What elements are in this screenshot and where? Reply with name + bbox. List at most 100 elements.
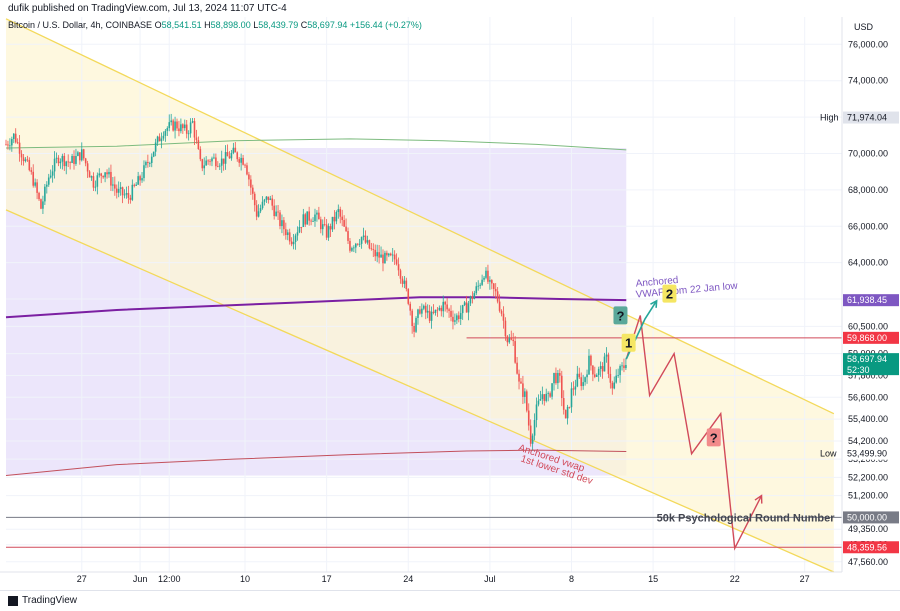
candle-body — [461, 305, 464, 314]
candle-body — [55, 157, 58, 159]
candle-body — [147, 162, 149, 164]
candle-body — [191, 121, 194, 123]
candle-body — [376, 252, 378, 257]
candle-body — [246, 165, 248, 175]
candle-body — [516, 362, 518, 374]
candle-body — [539, 399, 542, 401]
candle-body — [47, 177, 50, 185]
candle-body — [253, 193, 256, 206]
price-tick-label: 74,000.00 — [848, 76, 888, 86]
candle-body — [24, 159, 27, 162]
candle-body — [234, 147, 237, 153]
time-axis[interactable]: 27 Jun 12:00 10 17 24 Jul 8 15 22 27 — [0, 571, 842, 584]
candle-body — [364, 235, 367, 243]
candle-body — [320, 219, 322, 230]
candle-body — [304, 214, 307, 225]
price-badge-bg — [843, 111, 899, 124]
candle-body — [384, 252, 386, 264]
low-value: 58,439.79 — [258, 20, 299, 30]
candle-body — [494, 288, 497, 292]
high-label: H — [204, 20, 211, 30]
symbol-legend[interactable]: Bitcoin / U.S. Dollar, 4h, COINBASE O58,… — [8, 20, 422, 30]
candle-body — [285, 229, 287, 236]
candle-body — [535, 404, 538, 421]
candle-body — [46, 184, 48, 187]
price-axis[interactable]: USD47,560.0048,500.0049,350.0050,000.005… — [820, 17, 900, 572]
candle-body — [149, 163, 151, 164]
price-tick-label: 49,350.00 — [848, 524, 888, 534]
candle-body — [489, 280, 491, 282]
candle-body — [255, 205, 258, 217]
candle-body — [26, 159, 29, 161]
candle-body — [487, 270, 489, 282]
time-tick-label: 27 — [77, 574, 87, 584]
candle-body — [597, 368, 600, 376]
candle-body — [137, 176, 139, 185]
publisher-header: dufik published on TradingView.com, Jul … — [0, 0, 900, 17]
candle-body — [96, 175, 99, 187]
candle-body — [16, 142, 19, 144]
candle-body — [527, 410, 530, 426]
price-badge-text: 71,974.04 — [847, 113, 887, 123]
candle-body — [65, 161, 68, 167]
candle-body — [611, 382, 614, 389]
candle-body — [356, 243, 359, 245]
candle-body — [510, 338, 513, 340]
candle-body — [345, 226, 347, 232]
vwap-upper-stddev-line — [5, 138, 627, 151]
candle-body — [378, 252, 380, 258]
candle-body — [18, 142, 21, 154]
time-tick-label: 12:00 — [158, 574, 181, 584]
candle-body — [135, 184, 137, 186]
candle-body — [481, 279, 483, 285]
candle-body — [512, 339, 514, 342]
candle-body — [38, 192, 40, 200]
candle-body — [553, 372, 555, 384]
candle-body — [251, 187, 254, 194]
candle-body — [386, 252, 388, 256]
candle-body — [407, 289, 410, 304]
candle-body — [525, 391, 528, 411]
channel-fill — [6, 18, 834, 572]
candle-body — [228, 156, 231, 159]
candle-body — [86, 163, 89, 172]
candle-body — [292, 241, 295, 245]
candle-body — [366, 240, 369, 243]
candle-body — [531, 435, 534, 444]
candle-body — [504, 320, 507, 337]
candle-body — [419, 309, 421, 314]
candle-body — [421, 308, 423, 314]
candle-body — [271, 198, 274, 206]
candle-body — [395, 259, 398, 265]
candle-body — [59, 161, 62, 164]
candle-body — [73, 156, 75, 164]
candle-body — [77, 152, 79, 156]
candle-body — [106, 172, 108, 175]
candle-body — [306, 211, 309, 225]
callout-box — [621, 333, 636, 352]
candle-body — [382, 254, 384, 264]
chart-background — [6, 18, 834, 572]
candle-body — [226, 152, 229, 157]
candle-body — [220, 158, 223, 166]
candle-body — [32, 171, 35, 186]
candle-body — [310, 220, 312, 222]
candle-body — [578, 373, 581, 378]
candle-body — [199, 149, 202, 160]
candle-body — [42, 201, 44, 209]
candle-body — [568, 406, 571, 408]
price-badge-bg — [843, 447, 899, 460]
candle-body — [469, 296, 472, 304]
candle-body — [448, 309, 450, 311]
line-price-badge-bg — [843, 511, 899, 524]
candle-body — [362, 235, 365, 238]
time-tick-label: 17 — [322, 574, 332, 584]
candle-body — [411, 310, 413, 326]
candle-body — [605, 354, 608, 357]
candle-body — [450, 310, 452, 317]
candle-body — [547, 393, 549, 395]
candle-body — [308, 211, 310, 221]
price-tick-label: 66,000.00 — [848, 221, 888, 231]
candle-body — [98, 173, 101, 176]
